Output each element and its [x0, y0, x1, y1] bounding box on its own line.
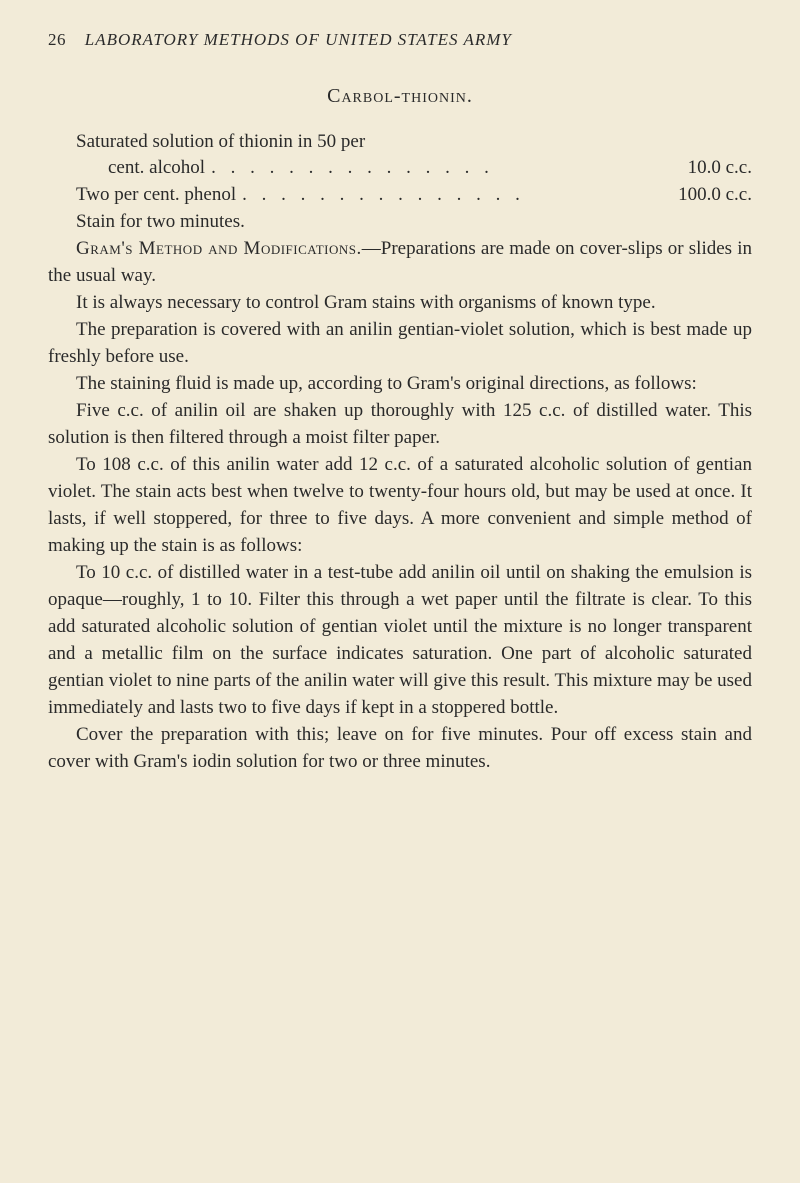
paragraph-1: Gram's Method and Modifications.—Prepara…	[48, 236, 752, 290]
paragraph-5: Five c.c. of anilin oil are shaken up th…	[48, 398, 752, 452]
paragraph-8: Cover the preparation with this; leave o…	[48, 722, 752, 776]
paragraph-4: The staining fluid is made up, according…	[48, 371, 752, 398]
running-head: 26 LABORATORY METHODS OF UNITED STATES A…	[48, 28, 752, 52]
running-title: LABORATORY METHODS OF UNITED STATES ARMY	[85, 30, 512, 49]
recipe-line-3: Stain for two minutes.	[48, 209, 752, 236]
para-lead: Gram's Method and Modifications.	[76, 238, 362, 259]
recipe-label: Two per cent. phenol	[76, 182, 236, 209]
page-container: 26 LABORATORY METHODS OF UNITED STATES A…	[0, 0, 800, 816]
recipe-value: 100.0 c.c.	[678, 182, 752, 209]
recipe-line-2: Two per cent. phenol . . . . . . . . . .…	[48, 182, 752, 209]
paragraph-3: The preparation is covered with an anili…	[48, 317, 752, 371]
leader-dots: . . . . . . . . . . . . . . .	[236, 182, 678, 209]
paragraph-7: To 10 c.c. of distilled water in a test-…	[48, 560, 752, 722]
recipe-value: 10.0 c.c.	[688, 155, 752, 182]
leader-dots: . . . . . . . . . . . . . . .	[205, 155, 688, 182]
page-number: 26	[48, 30, 66, 49]
recipe-label: cent. alcohol	[108, 155, 205, 182]
paragraph-6: To 108 c.c. of this anilin water add 12 …	[48, 452, 752, 560]
recipe-intro: Saturated solution of thionin in 50 per	[48, 129, 752, 156]
paragraph-2: It is always necessary to control Gram s…	[48, 290, 752, 317]
recipe-line-1: cent. alcohol . . . . . . . . . . . . . …	[48, 155, 752, 182]
section-title: Carbol-thionin.	[48, 82, 752, 110]
